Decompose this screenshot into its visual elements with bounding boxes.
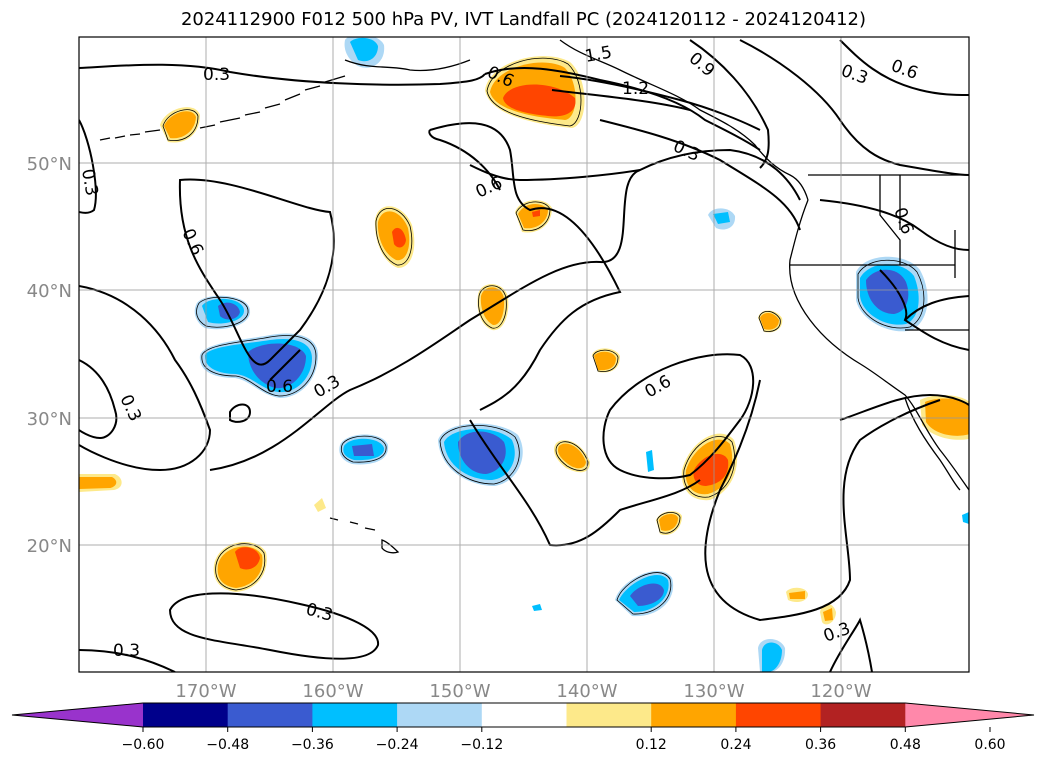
colorbar-tick-label: 0.12 [636, 737, 667, 753]
gridlines [79, 37, 969, 672]
colorbar-tick-label: −0.24 [376, 737, 419, 753]
map-frame [78, 36, 970, 673]
lon-labels: 170°W 160°W 150°W 140°W 130°W 120°W [175, 681, 871, 702]
colorbar-tick-label: −0.60 [122, 737, 165, 753]
colorbar-tick-label: −0.36 [291, 737, 334, 753]
contour-label: 1.5 [583, 43, 613, 67]
lat-label: 20°N [27, 536, 72, 557]
colorbar-segment [397, 703, 483, 727]
lon-label: 170°W [175, 681, 236, 702]
contour-label: 1.2 [622, 79, 649, 99]
colorbar-extend-low [12, 703, 143, 727]
colorbar-tick-label: 0.60 [974, 737, 1005, 753]
colorbar-segment [735, 703, 822, 727]
contour-label: 0.3 [113, 641, 140, 661]
colorbar [11, 702, 1035, 728]
figure-title: 2024112900 F012 500 hPa PV, IVT Landfall… [180, 9, 867, 30]
lat-labels: 50°N 40°N 30°N 20°N [27, 154, 72, 557]
lon-label: 150°W [429, 681, 490, 702]
pv-contours [79, 39, 969, 672]
lon-label: 130°W [683, 681, 744, 702]
colorbar-segment [312, 703, 398, 727]
lat-label: 30°N [27, 409, 72, 430]
pv-anomaly-shading [79, 37, 969, 672]
colorbar-tick-label: 0.48 [890, 737, 921, 753]
lat-label: 50°N [27, 154, 72, 175]
coastlines [99, 39, 969, 554]
anomaly-outlines [162, 57, 925, 615]
lon-label: 140°W [556, 681, 617, 702]
colorbar-segment [227, 703, 313, 727]
colorbar-segment [143, 703, 229, 727]
colorbar-extend-high [905, 703, 1034, 727]
contour-label: 0.6 [266, 377, 293, 397]
lon-label: 160°W [302, 681, 363, 702]
contour-label: 0.3 [77, 167, 101, 197]
lon-label: 120°W [810, 681, 871, 702]
lat-label: 40°N [27, 281, 72, 302]
colorbar-segment [651, 703, 737, 727]
colorbar-segment [820, 703, 906, 727]
colorbar-tick-label: 0.36 [805, 737, 836, 753]
colorbar-segment [481, 703, 567, 727]
colorbar-tick-label: −0.12 [460, 737, 503, 753]
colorbar-tick-label: 0.24 [720, 737, 751, 753]
colorbar-tick-label: −0.48 [206, 737, 249, 753]
colorbar-ticks: −0.60 −0.48 −0.36 −0.24 −0.12 0.12 0.24 0.36 0.4… [122, 727, 1006, 753]
colorbar-segment [566, 703, 652, 727]
contour-label: 0.3 [203, 65, 230, 85]
